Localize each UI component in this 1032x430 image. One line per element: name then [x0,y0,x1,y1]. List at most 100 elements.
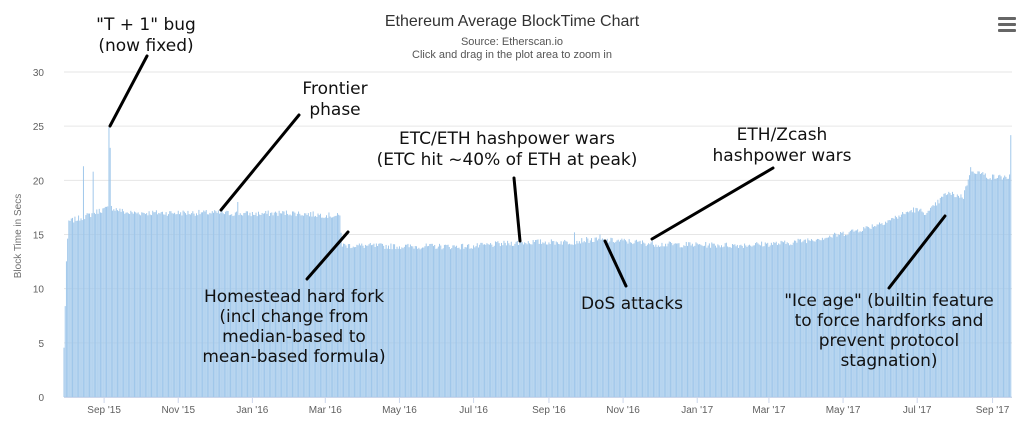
bar [538,243,540,397]
y-tick-label: 15 [33,231,45,242]
bar [193,213,195,397]
bar [634,240,636,397]
bar [248,215,250,397]
bar [977,171,979,397]
bar [177,210,179,397]
bar [573,232,575,397]
bar [396,246,398,397]
bar [742,247,744,397]
annotation-line: (now fixed) [98,36,193,56]
bar [106,206,108,397]
bar [468,244,470,397]
bar [309,216,310,397]
bar [564,239,566,397]
bar [546,244,547,397]
bar [690,245,692,397]
bar [494,241,496,397]
bar [843,235,845,397]
bar [447,244,449,397]
annotation-line: median-based to [222,327,366,347]
bar [967,179,969,397]
bar [785,243,787,397]
bar [507,240,509,397]
chart-menu-button[interactable] [994,14,1020,36]
bar [919,209,921,397]
bar [978,171,980,397]
bar [142,212,144,397]
annotation-eth-zcash: ETH/Zcash hashpower wars [713,125,852,166]
bar [621,238,623,397]
bar [582,242,584,397]
bar [183,211,185,397]
bar [400,249,402,397]
bar [759,245,761,397]
bar [956,194,958,397]
bar [553,241,555,397]
bar [388,245,389,397]
bar [705,241,707,397]
bar [464,247,466,397]
bar [480,242,482,397]
plot-area[interactable] [63,127,1012,397]
x-tick-label: Sep '15 [87,405,121,416]
bar [484,244,486,397]
x-tick-label: Jan '17 [681,405,713,416]
bar [90,217,92,397]
y-tick-label: 20 [33,176,45,187]
bar [357,245,359,397]
bar [947,194,949,397]
bar [233,215,235,397]
bar [554,244,556,397]
bar [904,214,906,397]
bar [823,239,825,397]
bar [473,245,475,397]
bar [696,243,698,397]
bar [375,243,377,397]
bar [459,249,461,397]
bar [525,243,527,397]
bar [608,242,609,397]
bar [116,210,118,397]
bar [361,243,363,397]
bar [802,241,804,397]
bar [141,212,143,397]
bar [941,196,942,397]
bar [437,246,439,397]
bar [305,213,307,397]
bar [188,214,190,397]
bar [172,213,174,397]
bar [837,234,839,397]
bar [164,214,166,397]
bar [373,243,375,397]
bar [144,214,146,397]
bar [351,247,353,397]
bar [656,246,658,397]
bar [430,243,432,397]
bar [123,211,125,397]
annotation-frontier: Frontier phase [302,79,367,120]
bar [487,244,489,397]
bar [313,216,315,397]
bar [677,243,679,397]
bar [995,178,997,397]
bar [644,243,646,397]
bar [931,206,933,397]
bar [846,235,848,397]
bar [283,211,285,397]
annotation-line: stagnation) [840,351,937,371]
bar [446,245,448,397]
bar [317,213,319,397]
bar [509,245,511,397]
bar [185,213,187,397]
x-tick-label: Mar '16 [309,405,342,416]
bar [892,217,894,397]
bar [547,244,549,397]
bar [560,241,562,397]
bar [362,245,364,397]
bar [67,238,69,397]
bar [65,261,67,397]
bar [295,216,297,397]
bar [520,241,522,397]
x-tick-label: Sep '16 [532,405,566,416]
